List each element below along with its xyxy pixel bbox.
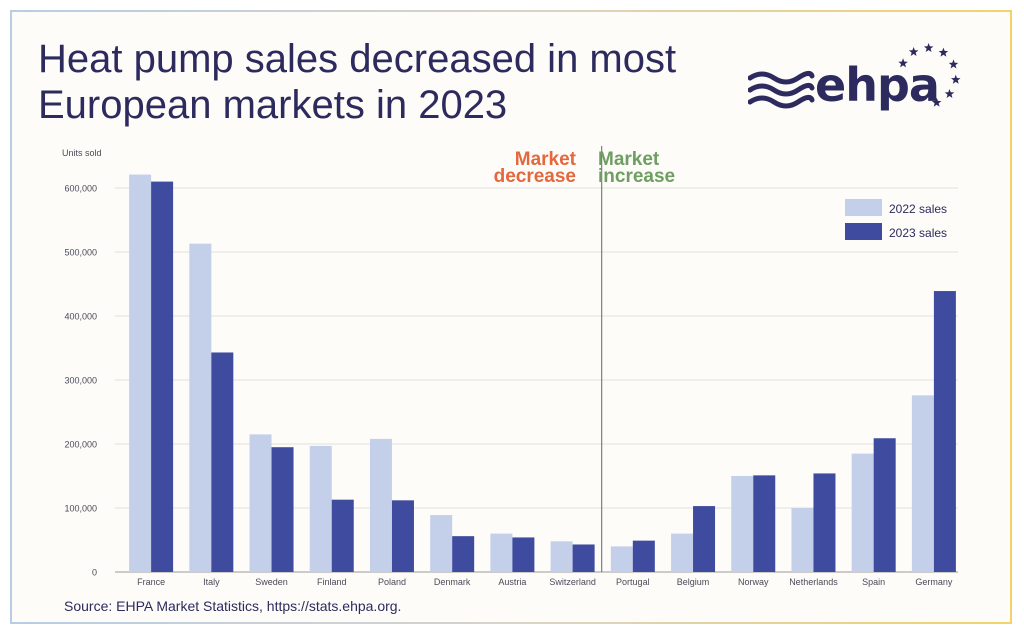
x-tick-label: Spain — [862, 577, 885, 587]
star-icon — [908, 46, 919, 57]
legend-label-2023: 2023 sales — [889, 226, 947, 240]
x-tick-label: Austria — [498, 577, 526, 587]
x-tick-label: Netherlands — [789, 577, 838, 587]
bar-2022-denmark — [430, 515, 453, 572]
y-tick-label: 500,000 — [64, 248, 97, 258]
bar-2023-denmark — [452, 536, 475, 572]
bar-2023-sweden — [271, 447, 294, 572]
y-tick-label: 100,000 — [64, 504, 97, 514]
bar-2022-italy — [189, 243, 212, 572]
x-tick-label: France — [137, 577, 165, 587]
star-icon — [948, 59, 959, 69]
bar-2023-portugal — [632, 540, 655, 572]
x-tick-label: Norway — [738, 577, 769, 587]
legend: 2022 sales 2023 sales — [845, 199, 947, 240]
legend-swatch-2022 — [845, 199, 882, 216]
bar-2022-switzerland — [550, 541, 573, 572]
bar-2023-netherlands — [813, 473, 836, 572]
bar-2023-norway — [753, 475, 776, 572]
bars — [129, 174, 956, 572]
bar-2023-poland — [391, 500, 414, 572]
bar-2022-austria — [490, 533, 513, 572]
increase-label-line2: increase — [598, 166, 675, 187]
increase-label-line1: Market — [598, 149, 660, 170]
bar-2022-netherlands — [791, 508, 814, 572]
x-tick-label: Finland — [317, 577, 347, 587]
star-icon — [938, 47, 949, 57]
source-note: Source: EHPA Market Statistics, https://… — [64, 598, 402, 614]
star-icon — [931, 97, 942, 107]
bar-2022-norway — [731, 476, 754, 572]
y-tick-label: 0 — [92, 568, 97, 578]
star-icon — [923, 43, 934, 53]
x-tick-label: Denmark — [434, 577, 471, 587]
bar-2023-italy — [211, 352, 234, 572]
bar-2023-germany — [933, 291, 956, 572]
y-axis-label: Units sold — [62, 148, 102, 158]
decrease-label-line2: decrease — [494, 166, 576, 187]
bar-2022-sweden — [249, 434, 272, 572]
bar-2023-belgium — [693, 506, 716, 572]
star-icon — [898, 58, 908, 68]
y-tick-label: 400,000 — [64, 312, 97, 322]
bar-2022-germany — [911, 395, 934, 572]
y-tick-label: 300,000 — [64, 376, 97, 386]
x-tick-label: Belgium — [677, 577, 710, 587]
x-tick-label: Poland — [378, 577, 406, 587]
x-axis-ticks: France Italy Sweden Finland Poland Denmark Aus… — [137, 577, 953, 587]
x-tick-label: Portugal — [616, 577, 650, 587]
star-icon — [950, 74, 961, 84]
bar-2023-france — [151, 181, 174, 572]
x-tick-label: Italy — [203, 577, 220, 587]
ehpa-logo: ehpa — [747, 38, 968, 118]
chart-card — [10, 10, 1012, 624]
y-tick-label: 600,000 — [64, 184, 97, 194]
logo-text: ehpa — [815, 58, 940, 112]
logo-waves-icon — [747, 43, 961, 109]
bar-2022-belgium — [671, 533, 694, 572]
y-tick-label: 200,000 — [64, 440, 97, 450]
chart-title: Heat pump sales decreased in most Europe… — [38, 37, 677, 127]
bar-2022-france — [129, 174, 152, 572]
legend-label-2022: 2022 sales — [889, 202, 947, 216]
x-tick-label: Sweden — [255, 577, 288, 587]
bar-2022-poland — [369, 438, 392, 572]
x-tick-label: Switzerland — [549, 577, 596, 587]
bar-2022-portugal — [610, 546, 633, 572]
bar-2023-finland — [331, 499, 354, 572]
bar-2022-finland — [309, 445, 332, 572]
y-axis-ticks: 0 100,000 200,000 300,000 400,000 500,000 600,… — [64, 184, 97, 578]
eu-stars-icon — [898, 43, 961, 107]
legend-swatch-2023 — [845, 223, 882, 240]
decrease-label-line1: Market — [515, 149, 577, 170]
star-icon — [944, 88, 955, 98]
bar-2023-switzerland — [572, 544, 595, 572]
bar-2023-austria — [512, 537, 535, 572]
x-tick-label: Germany — [915, 577, 953, 587]
bar-2022-spain — [851, 453, 874, 572]
bar-2023-spain — [873, 438, 896, 572]
